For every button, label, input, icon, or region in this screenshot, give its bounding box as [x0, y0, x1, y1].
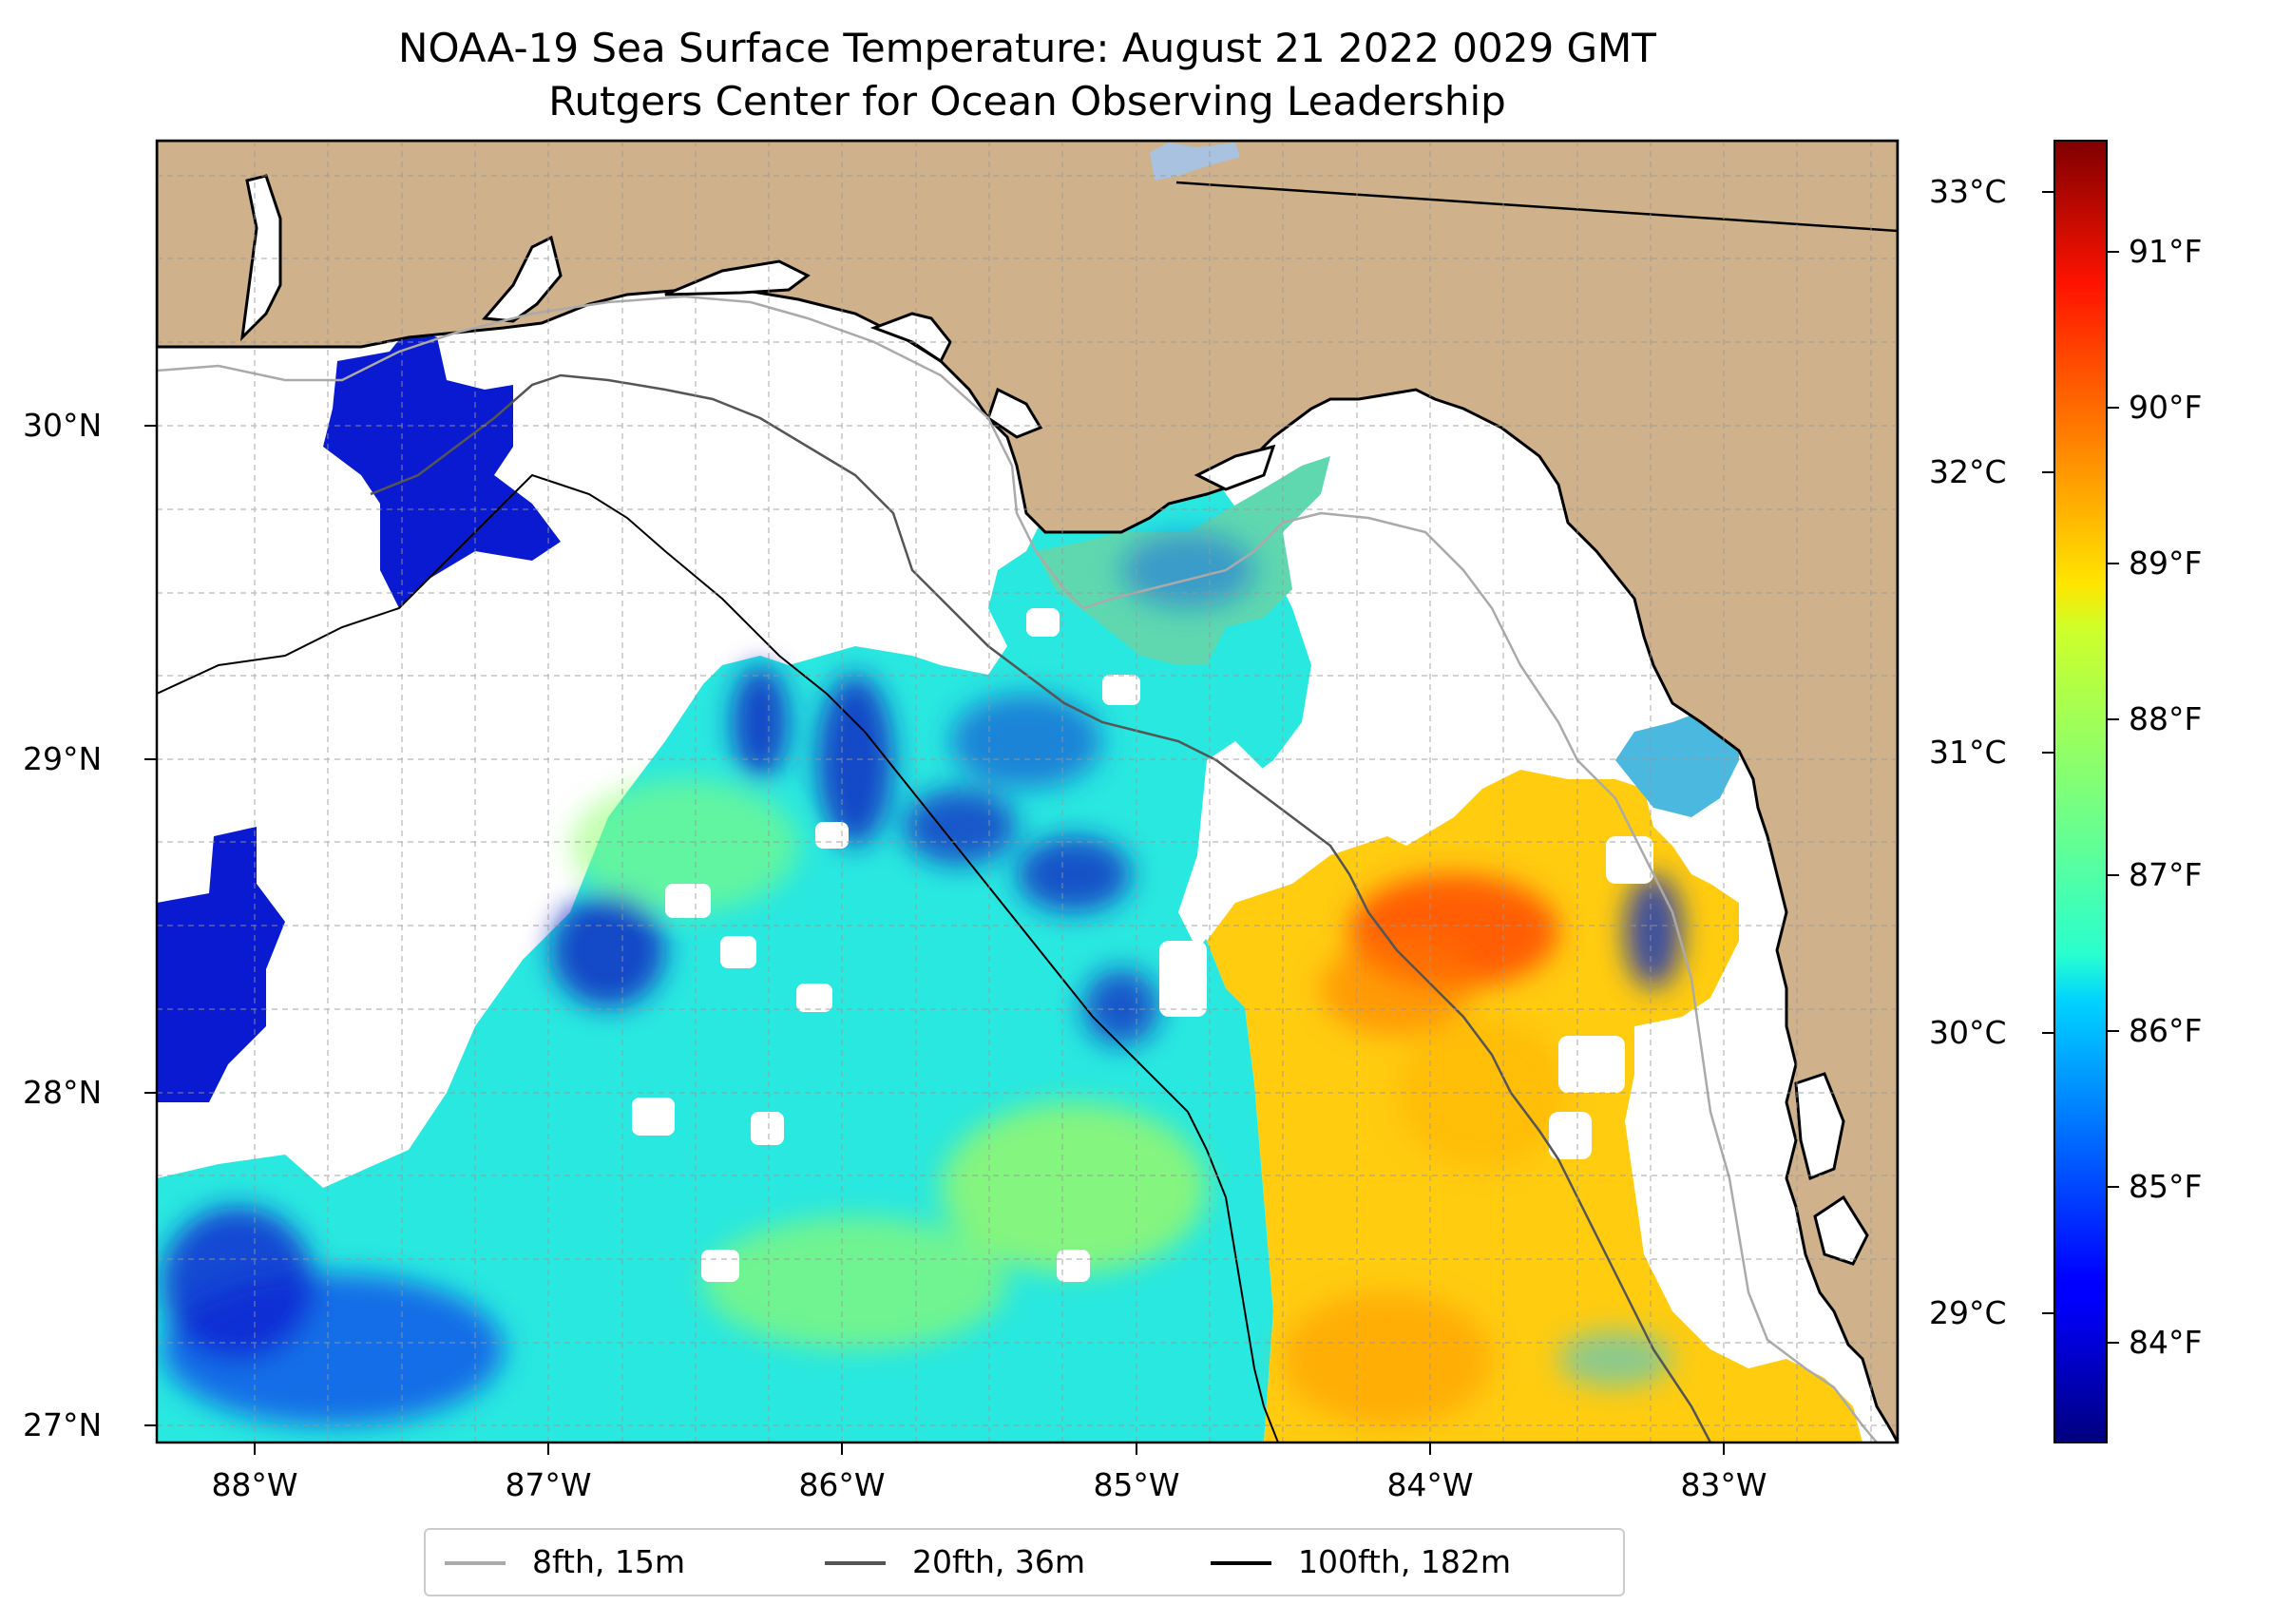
isobath-20fth: [370, 373, 1712, 1442]
legend-swatch-8fth: [445, 1561, 506, 1565]
lon-label-86w: 86°W: [798, 1466, 886, 1503]
isobath-100fth: [157, 473, 1279, 1442]
state-border: [1175, 181, 1898, 233]
colorbar-label-31c: 31°C: [1929, 734, 2007, 771]
colorbar: [2054, 141, 2107, 1442]
sst-variations: [162, 532, 1682, 1425]
sst-big-bend-patch: [1615, 708, 1739, 817]
cloud-gaps: [632, 608, 1653, 1282]
colorbar-label-90f: 90°F: [2129, 389, 2203, 426]
colorbar-ticks: [2042, 191, 2119, 1344]
lat-label-29n: 29°N: [23, 740, 103, 777]
colorbar-label-86f: 86°F: [2129, 1012, 2203, 1049]
legend-swatch-100fth: [1211, 1561, 1271, 1565]
colorbar-label-29c: 29°C: [1929, 1294, 2007, 1331]
isobath-legend: 8fth, 15m 20fth, 36m 100fth, 182m: [424, 1528, 1625, 1596]
lat-label-28n: 28°N: [23, 1074, 103, 1111]
title-line-2: Rutgers Center for Ocean Observing Leade…: [548, 78, 1506, 124]
lon-label-87w: 87°W: [505, 1466, 592, 1503]
map-frame: [155, 139, 1900, 1444]
map-ticks: [144, 425, 1725, 1455]
map-area: [157, 141, 1898, 1442]
colorbar-label-85f: 85°F: [2129, 1168, 2203, 1205]
colorbar-frame: [2053, 140, 2108, 1443]
gridlines: [157, 141, 1898, 1442]
legend-label-20fth: 20fth, 36m: [912, 1543, 1085, 1580]
bays: [239, 174, 1869, 1266]
sst-far-west-patch: [157, 827, 285, 1102]
legend-label-8fth: 8fth, 15m: [532, 1543, 686, 1580]
colorbar-label-30c: 30°C: [1929, 1014, 2007, 1051]
colorbar-label-89f: 89°F: [2129, 545, 2203, 582]
legend-label-100fth: 100fth, 182m: [1298, 1543, 1511, 1580]
lat-label-30n: 30°N: [23, 407, 103, 444]
colorbar-label-91f: 91°F: [2129, 233, 2203, 270]
sst-nw-patch: [323, 328, 561, 608]
legend-swatch-20fth: [825, 1561, 886, 1565]
lon-label-88w: 88°W: [211, 1466, 298, 1503]
lake: [1150, 143, 1240, 181]
colorbar-label-32c: 32°C: [1929, 453, 2007, 490]
colorbar-label-84f: 84°F: [2129, 1324, 2203, 1361]
sst-field: [157, 328, 1862, 1442]
colorbar-label-33c: 33°C: [1929, 173, 2007, 210]
title-line-1: NOAA-19 Sea Surface Temperature: August …: [398, 25, 1656, 71]
lon-label-83w: 83°W: [1680, 1466, 1767, 1503]
lat-label-27n: 27°N: [23, 1406, 103, 1443]
lon-label-85w: 85°W: [1093, 1466, 1180, 1503]
isobath-8fth: [157, 295, 1878, 1442]
lon-label-84w: 84°W: [1386, 1466, 1474, 1503]
colorbar-label-88f: 88°F: [2129, 700, 2203, 737]
colorbar-label-87f: 87°F: [2129, 856, 2203, 893]
